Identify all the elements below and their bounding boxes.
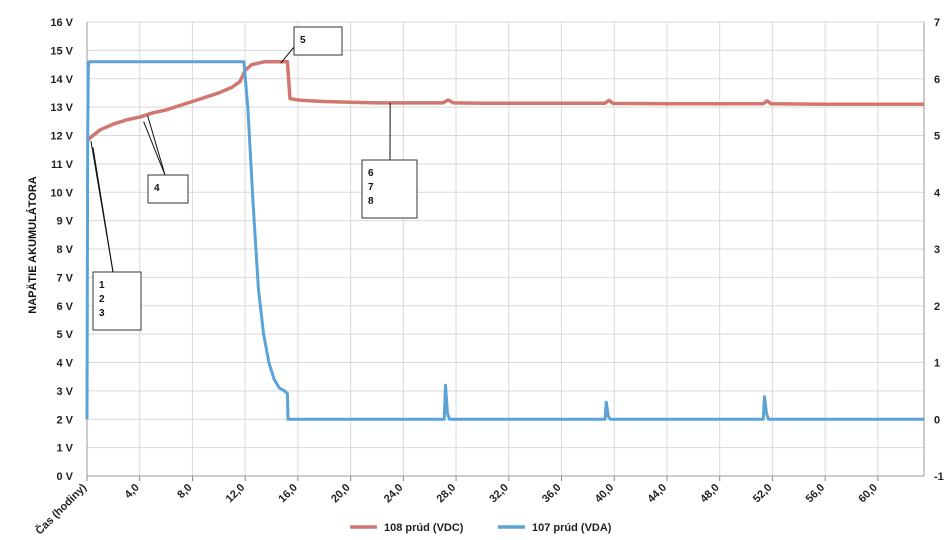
annotation-leader [280,46,295,64]
series-line-108-prud-vdc [85,59,924,143]
y-tick-label: 12 V [50,131,73,143]
y-tick-label: 2 V [56,414,73,426]
annotation-label: 5 [300,35,306,46]
y-tick-label: 3 V [56,386,73,398]
annotation-label: 4 [154,183,160,194]
y-tick-label: 5 V [56,329,73,341]
y-tick-label: 9 V [56,216,73,228]
y-tick-label: 11 V [51,159,74,171]
y-tick-label: 1 V [56,443,73,455]
y-tick-label: 7 V [56,272,73,284]
legend: 108 prúd (VDC) 107 prúd (VDA) [350,522,612,534]
y2-tick-label: 4 [934,187,941,199]
annotation-label: 2 [99,294,105,305]
annotation-box [147,174,189,204]
annotations: 1 2 3 4 5 6 7 8 [90,26,418,331]
annotation-label: 3 [99,308,105,319]
annotation-box [361,159,418,219]
annotation-box [293,26,343,56]
legend-label-107: 107 prúd (VDA) [532,522,612,534]
y2-tick-label: 2 [934,301,940,313]
y-tick-label: 16 V [50,17,73,29]
y-axis-ticks: 0 V 1 V 2 V 3 V 4 V 5 V 6 V 7 V 8 V 9 V 10 V 11 V 12… [50,17,73,483]
annotation-label: 7 [368,182,374,193]
annotation-label: 8 [368,196,374,207]
y2-tick-label: -1 [934,471,944,483]
annotation-leader [92,147,114,273]
y-tick-label: 14 V [50,74,73,86]
y-tick-label: 6 V [56,301,73,313]
annotation-label: 1 [99,280,105,291]
y-tick-label: 0 V [56,471,73,483]
y-tick-label: 10 V [50,187,73,199]
y2-tick-label: 7 [934,17,940,29]
y-tick-label: 13 V [50,102,73,114]
annotation-leader [143,121,166,176]
y2-tick-label: 3 [934,244,940,256]
y-tick-label: 4 V [56,358,73,370]
series-lines [85,59,924,421]
annotation-leader [147,115,166,176]
y2-tick-label: 1 [934,358,940,370]
annotation-label: 6 [368,168,374,179]
y2-axis-ticks: -1 0 1 2 3 4 5 6 7 [934,17,944,483]
y2-tick-label: 0 [934,414,940,426]
y-tick-label: 15 V [50,45,73,57]
y2-tick-label: 6 [934,74,940,86]
series-line-107-prud-vda [85,60,924,421]
legend-label-108: 108 prúd (VDC) [384,522,464,534]
annotation-box [92,271,142,331]
y-axis-label: NAPÄTIE AKUMULÁTORA [26,176,39,314]
y2-tick-label: 5 [934,131,940,143]
y-tick-label: 8 V [56,244,73,256]
